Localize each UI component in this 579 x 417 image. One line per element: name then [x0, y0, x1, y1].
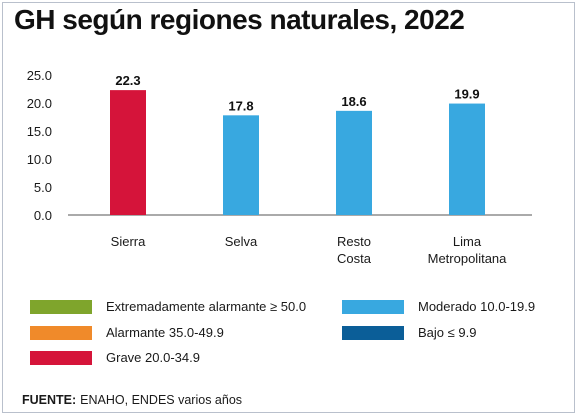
legend-item-extremadamente-alarmante: Extremadamente alarmante ≥ 50.0: [30, 299, 306, 314]
chart-frame: [2, 2, 575, 413]
source-text: ENAHO, ENDES varios años: [80, 393, 243, 407]
y-tick-label: 20.0: [27, 96, 52, 111]
x-tick-label: Costa: [337, 251, 372, 266]
data-label: 18.6: [341, 94, 366, 109]
y-tick-label: 5.0: [34, 180, 52, 195]
bar: [110, 90, 146, 215]
data-label: 17.8: [228, 98, 253, 113]
y-tick-label: 10.0: [27, 152, 52, 167]
x-tick-label: Metropolitana: [428, 251, 508, 266]
y-tick-label: 0.0: [34, 208, 52, 223]
legend-item-grave: Grave 20.0-34.9: [30, 350, 200, 365]
source-label: FUENTE:: [22, 393, 77, 407]
chart-title: GH según regiones naturales, 2022: [14, 4, 465, 35]
legend-swatch: [30, 325, 92, 340]
x-tick-label: Sierra: [111, 234, 146, 249]
legend-swatch: [30, 299, 92, 314]
data-label: 19.9: [454, 87, 479, 102]
bar-chart: 0.0 5.0 10.0 15.0 20.0 25.0 22.3 Sierra 17.8 Selv…: [27, 68, 532, 266]
data-label: 22.3: [115, 73, 140, 88]
legend-swatch: [342, 325, 404, 340]
legend-swatch: [342, 299, 404, 314]
legend-item-bajo: Bajo ≤ 9.9: [342, 325, 476, 340]
legend-label: Grave 20.0-34.9: [106, 350, 200, 365]
legend-item-alarmante: Alarmante 35.0-49.9: [30, 325, 224, 340]
y-tick-label: 15.0: [27, 124, 52, 139]
legend-label: Bajo ≤ 9.9: [418, 325, 477, 340]
legend-swatch: [30, 350, 92, 365]
bar: [449, 103, 485, 215]
bar: [336, 110, 372, 215]
y-tick-label: 25.0: [27, 68, 52, 83]
legend-label: Alarmante 35.0-49.9: [106, 325, 224, 340]
legend-label: Moderado 10.0-19.9: [418, 299, 536, 314]
legend-item-moderado: Moderado 10.0-19.9: [342, 299, 535, 314]
bar: [223, 115, 259, 215]
x-tick-label: Resto: [337, 234, 371, 249]
source-note: FUENTE: ENAHO, ENDES varios años: [22, 393, 242, 407]
legend-label: Extremadamente alarmante ≥ 50.0: [106, 299, 307, 314]
x-tick-label: Selva: [225, 234, 258, 249]
x-tick-label: Lima: [453, 234, 482, 249]
